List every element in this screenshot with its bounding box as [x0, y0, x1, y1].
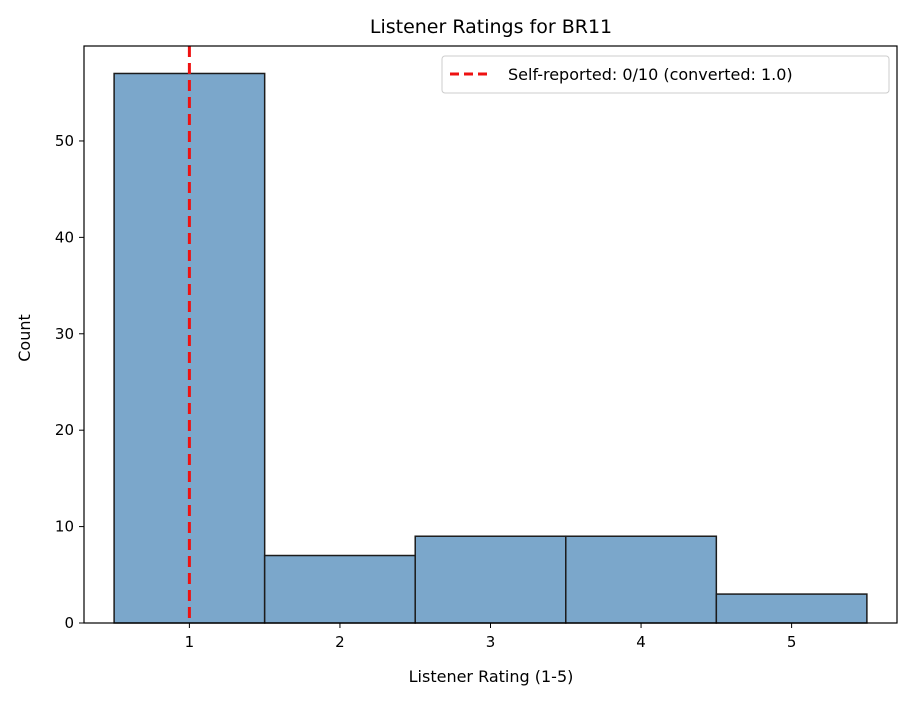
bar-rating-3 — [414, 535, 567, 624]
bar-rating-5 — [715, 593, 868, 624]
y-tick-label: 10 — [55, 518, 74, 536]
y-axis-label: Count — [15, 314, 34, 362]
chart-title: Listener Ratings for BR11 — [370, 16, 612, 38]
bar-rating-2 — [263, 554, 416, 624]
legend-box — [441, 55, 890, 94]
legend: Self-reported: 0/10 (converted: 1.0) — [441, 55, 890, 94]
x-tick-label: 1 — [185, 633, 195, 651]
y-tick-label: 30 — [55, 325, 74, 343]
y-tick-label: 0 — [64, 614, 74, 632]
x-tick-label: 5 — [787, 633, 797, 651]
y-tick-label: 40 — [55, 228, 74, 246]
y-tick-label: 50 — [55, 132, 74, 150]
y-axis-ticks: 0 10 20 30 40 50 — [55, 132, 84, 632]
legend-label: Self-reported: 0/10 (converted: 1.0) — [508, 65, 793, 84]
y-tick-label: 20 — [55, 421, 74, 439]
x-axis-label: Listener Rating (1-5) — [409, 667, 574, 686]
x-tick-label: 2 — [335, 633, 345, 651]
x-tick-label: 4 — [636, 633, 646, 651]
bar-rating-4 — [565, 535, 718, 624]
bars-group — [113, 72, 868, 624]
x-axis-ticks: 1 2 3 4 5 — [185, 623, 797, 651]
x-tick-label: 3 — [486, 633, 496, 651]
